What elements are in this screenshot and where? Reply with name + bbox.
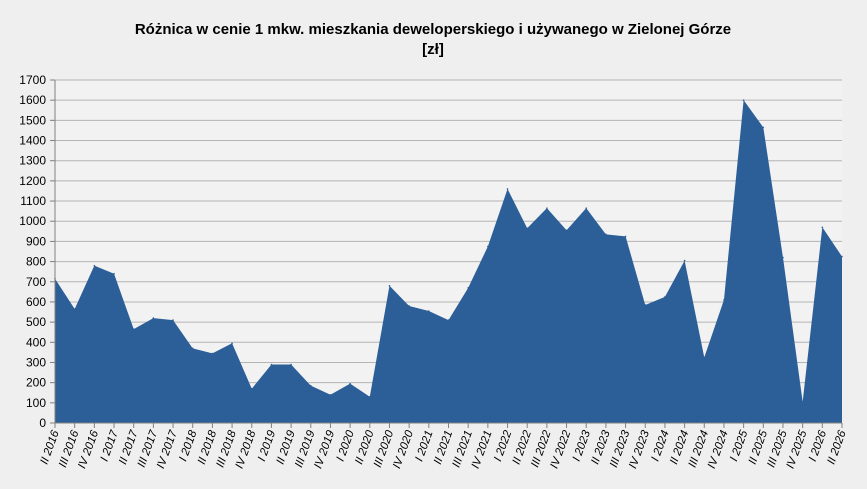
data-point bbox=[270, 363, 273, 366]
data-point bbox=[821, 226, 824, 229]
y-tick-label: 1700 bbox=[19, 73, 46, 87]
data-point bbox=[250, 387, 253, 390]
axes bbox=[50, 79, 843, 428]
y-tick-label: 200 bbox=[26, 376, 46, 390]
y-tick-label: 800 bbox=[26, 255, 46, 269]
x-tick-label: I 2021 bbox=[413, 429, 435, 463]
data-point bbox=[309, 384, 312, 387]
data-point bbox=[487, 245, 489, 248]
y-tick-label: 1300 bbox=[19, 154, 46, 168]
data-point bbox=[506, 188, 509, 190]
y-tick-label: 500 bbox=[26, 315, 46, 329]
data-point bbox=[723, 299, 725, 301]
y-tick-label: 100 bbox=[26, 396, 46, 410]
y-tick-label: 1200 bbox=[19, 174, 46, 188]
area-fill bbox=[55, 100, 842, 424]
x-tick-label: II 2026 bbox=[826, 428, 850, 466]
area-series bbox=[54, 99, 843, 424]
y-tick-label: 700 bbox=[26, 275, 46, 289]
data-point bbox=[369, 395, 371, 398]
y-axis-tick-labels: 0 100 200 300 400 500 600 700 800 900 1000 1100 1200… bbox=[19, 73, 46, 430]
data-point bbox=[211, 352, 214, 355]
y-tick-label: 300 bbox=[26, 355, 46, 369]
data-point bbox=[585, 207, 588, 209]
data-point bbox=[742, 99, 745, 101]
data-point bbox=[546, 207, 548, 209]
y-tick-label: 600 bbox=[26, 295, 46, 309]
data-point bbox=[565, 229, 568, 232]
chart-title-line-2: [zł] bbox=[422, 41, 444, 58]
y-tick-label: 1400 bbox=[19, 134, 46, 148]
data-point bbox=[349, 382, 351, 385]
y-tick-label: 0 bbox=[39, 416, 46, 430]
data-point bbox=[447, 319, 450, 321]
y-tick-label: 400 bbox=[26, 335, 46, 349]
data-point bbox=[605, 233, 607, 236]
data-point bbox=[428, 310, 430, 312]
data-point bbox=[526, 227, 528, 230]
chart-title-line-1: Różnica w cenie 1 mkw. mieszkania dewelo… bbox=[135, 21, 731, 38]
data-point bbox=[782, 256, 784, 259]
data-point bbox=[113, 272, 115, 275]
data-point bbox=[683, 259, 686, 262]
y-tick-label: 900 bbox=[26, 234, 46, 248]
data-point bbox=[191, 347, 194, 350]
data-point bbox=[93, 264, 96, 267]
data-point bbox=[132, 328, 135, 330]
y-tick-label: 1600 bbox=[19, 93, 46, 107]
y-tick-label: 1500 bbox=[19, 113, 46, 127]
data-point bbox=[841, 255, 843, 258]
data-point bbox=[152, 317, 155, 319]
data-point bbox=[801, 401, 804, 403]
data-point bbox=[73, 308, 76, 310]
y-tick-label: 1100 bbox=[20, 194, 46, 208]
data-point bbox=[408, 305, 410, 307]
data-point bbox=[231, 342, 233, 345]
data-point bbox=[703, 356, 706, 359]
data-point bbox=[762, 126, 765, 129]
x-tick-label: I 2024 bbox=[650, 429, 672, 463]
data-point bbox=[467, 287, 469, 289]
data-point bbox=[172, 319, 174, 321]
data-point bbox=[388, 285, 391, 287]
data-point bbox=[290, 363, 292, 366]
data-point bbox=[329, 393, 332, 396]
data-point bbox=[664, 296, 666, 298]
data-point bbox=[644, 304, 647, 306]
y-tick-label: 1000 bbox=[19, 214, 46, 228]
data-point bbox=[624, 235, 627, 238]
